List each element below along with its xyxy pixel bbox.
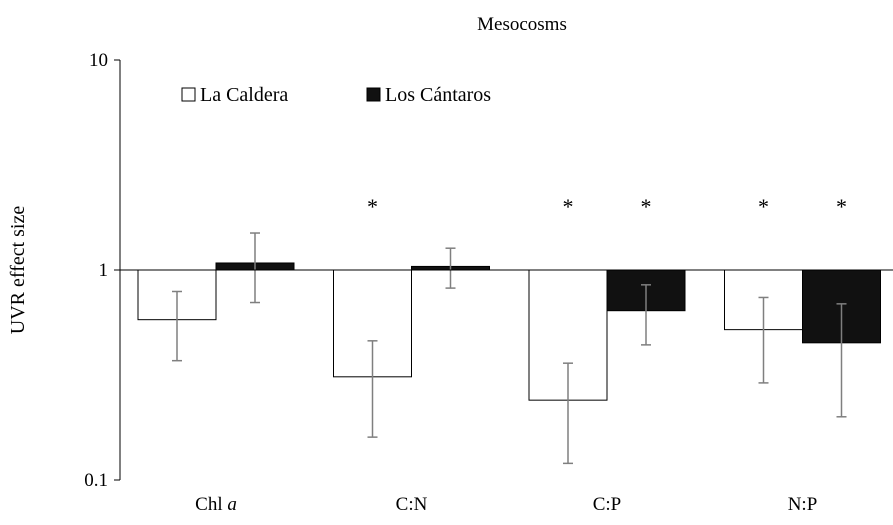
significance-marker-0-2: * [563, 194, 574, 219]
legend-swatch-1 [366, 87, 381, 102]
y-tick-label-0: 0.1 [84, 470, 108, 491]
x-tick-label-3: N:P [788, 494, 818, 515]
plot-area: 0.1 1 10 Chl a * C:N * * C:P * * N:P [84, 50, 893, 515]
x-tick-label-text-2: C:P [593, 494, 622, 515]
x-tick-label-0: Chl a [195, 494, 237, 515]
x-tick-label-1: C:N [396, 494, 428, 515]
x-tick-label-2: C:P [593, 494, 622, 515]
y-axis-label: UVR effect size [7, 206, 29, 335]
significance-marker-0-1: * [367, 194, 378, 219]
y-tick-label-2: 10 [89, 50, 108, 71]
chart-title: Mesocosms [477, 14, 567, 35]
legend-label-0: La Caldera [200, 84, 288, 106]
x-tick-label-italic-0: a [227, 494, 237, 515]
significance-marker-1-3: * [836, 194, 847, 219]
significance-marker-1-2: * [641, 194, 652, 219]
x-tick-label-text-0: Chl [195, 494, 227, 515]
legend: La Caldera Los Cántaros [181, 84, 491, 106]
x-tick-label-text-3: N:P [788, 494, 818, 515]
x-tick-label-text-1: C:N [396, 494, 428, 515]
legend-label-1: Los Cántaros [385, 84, 491, 106]
legend-swatch-0 [181, 87, 196, 102]
significance-marker-0-3: * [758, 194, 769, 219]
y-tick-label-1: 1 [99, 260, 109, 281]
